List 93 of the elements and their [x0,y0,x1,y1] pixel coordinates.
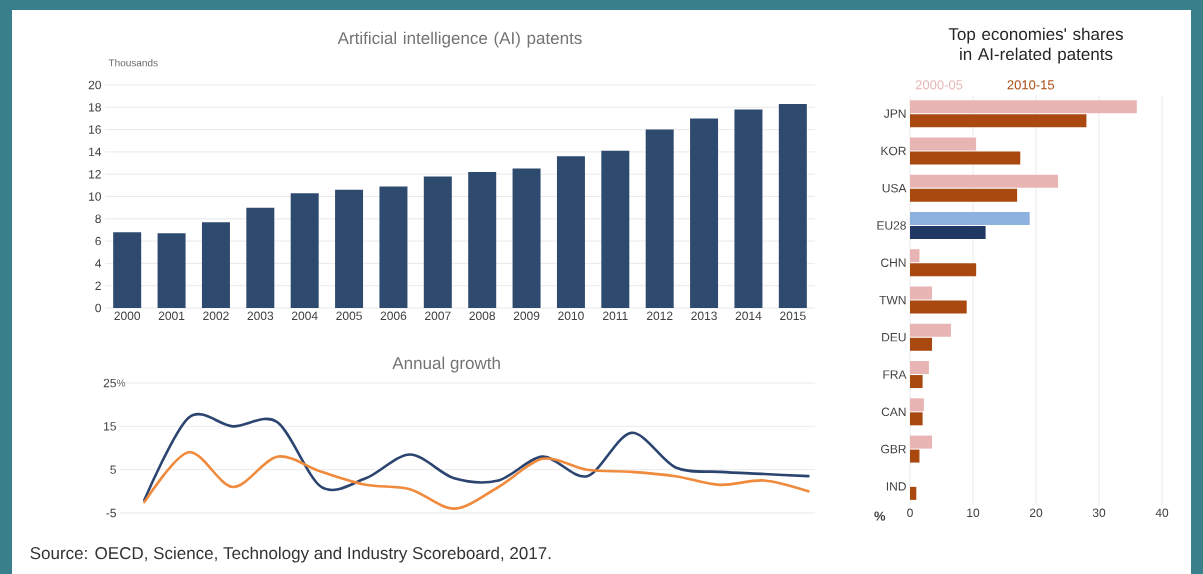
y-tick-label: CAN [881,407,906,417]
line-series [143,451,810,510]
bar [910,486,917,500]
y-tick-label: 10 [89,192,101,201]
y-tick-label: FRA [883,370,907,379]
bar [910,263,977,277]
x-tick-label: 2015 [780,311,806,321]
bar [910,435,933,449]
x-axis-title: % [874,511,886,521]
bar [910,249,920,263]
bar [556,156,585,308]
x-tick-label: 2012 [646,311,673,321]
x-tick-label: 2001 [158,311,185,321]
y-tick-label: JPN [883,109,906,118]
x-tick-label: 2009 [513,311,540,321]
bar [468,171,497,308]
bar [910,174,1059,188]
y-tick-label: 5 [110,465,116,474]
y-tick-label: TWN [879,295,906,305]
x-tick-label: 20 [1029,508,1043,518]
x-tick-label: 2005 [336,311,362,321]
series-label: 2000-05 [915,80,963,90]
y-tick-label: 2 [95,281,101,290]
y-tick-label: 14 [89,147,102,157]
y-tick-label: EU28 [877,221,906,230]
bar [910,225,986,239]
bar [910,151,1021,165]
y-tick-label: 12 [89,170,101,179]
source-note: Source: OECD, Science, Technology and Industry Scoreboard, 2017. [30,546,551,563]
bar [201,222,230,308]
y-tick-label: 4 [95,259,102,268]
y-tick-label: 6 [95,236,101,246]
bar [910,323,951,337]
x-tick-label: 10 [967,508,980,518]
bar [910,188,1018,202]
x-tick-label: 2003 [247,311,274,321]
x-tick-label: 2011 [603,311,628,321]
y-axis-title: % [116,379,126,387]
bar [113,232,142,308]
y-tick-label: 8 [95,214,101,224]
bar [512,168,541,308]
x-tick-label: 2007 [425,311,451,321]
chart-title: Annual growth [392,356,500,373]
bar [910,398,924,412]
x-tick-label: 2002 [203,311,229,321]
y-tick-label: CHN [881,258,906,267]
y-tick-label: 25 [103,378,116,388]
bar [910,361,929,375]
y-tick-label: -5 [106,508,116,518]
bar [290,193,319,308]
y-tick-label: 18 [89,103,101,112]
x-tick-label: 30 [1092,508,1106,518]
bar [910,100,1137,114]
x-tick-label: 40 [1155,508,1169,518]
y-tick-label: IND [886,482,906,491]
x-tick-label: 2008 [469,311,496,321]
y-tick-label: GBR [881,444,906,454]
x-tick-label: 2010 [558,311,584,321]
y-tick-label: 16 [89,125,101,134]
bar [601,150,630,308]
x-tick-label: 2000 [114,311,141,321]
x-tick-label: 2013 [691,311,717,321]
series-label: 2010-15 [1007,80,1055,90]
bar [910,211,1030,225]
bar [910,114,1087,128]
y-axis-title: Thousands [108,59,158,67]
bar [910,375,923,389]
bar [335,189,364,308]
y-tick-label: USA [882,183,907,193]
y-tick-label: 15 [104,422,116,431]
bar [910,412,923,426]
bar [910,137,977,151]
bar [423,176,452,308]
x-tick-label: 2014 [735,311,762,321]
bar [379,186,408,308]
bar [645,129,674,308]
chart-title: Artificial intelligence (AI) patents [337,31,582,48]
bar [690,118,719,308]
y-tick-label: DEU [882,333,906,342]
bar [778,103,807,308]
y-tick-label: 20 [88,80,101,90]
bar [734,109,763,308]
chart-title: Top economies' shares in AI-related patents [948,27,1123,64]
x-tick-label: 2004 [291,311,318,321]
bar [910,300,967,314]
x-tick-label: 2006 [380,311,407,321]
bar [910,449,920,463]
bar [910,286,933,300]
y-tick-label: 0 [95,303,102,313]
bar [157,233,186,308]
y-tick-label: KOR [881,146,906,156]
bar [910,337,933,351]
bar [246,207,275,308]
